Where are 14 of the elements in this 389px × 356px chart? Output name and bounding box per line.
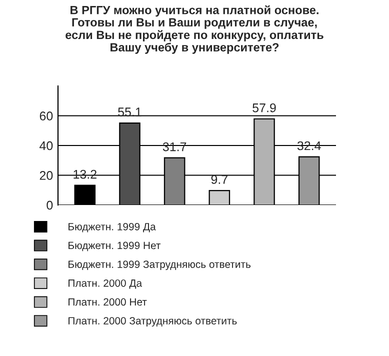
y-tick-label: 60	[40, 112, 53, 120]
legend-label: Бюджетн. 1999 Да	[68, 222, 156, 232]
y-tick-label: 0	[46, 200, 53, 210]
data-label: 9.7	[211, 175, 228, 184]
chart-title: В РГГУ можно учиться на платной основе. Готовы ли Вы и Ваши родители в случае, если Вы не пройдете по конкурсу, оплатить Вашу учебу в университете?	[66, 5, 324, 54]
legend-label: Платн. 2000 Да	[68, 279, 142, 289]
legend-label: Платн. 2000 Затрудняюсь ответить	[68, 317, 237, 327]
y-tick-label: 20	[40, 171, 53, 180]
data-label: 57.9	[252, 103, 276, 112]
y-tick-label: 40	[40, 141, 53, 150]
legend-label: Бюджетн. 1999 Нет	[68, 242, 161, 252]
legend-label: Платн. 2000 Нет	[68, 298, 147, 306]
data-label: 55.1	[118, 108, 142, 116]
legend-label: Бюджетн. 1999 Затрудняюсь ответить	[68, 260, 251, 270]
